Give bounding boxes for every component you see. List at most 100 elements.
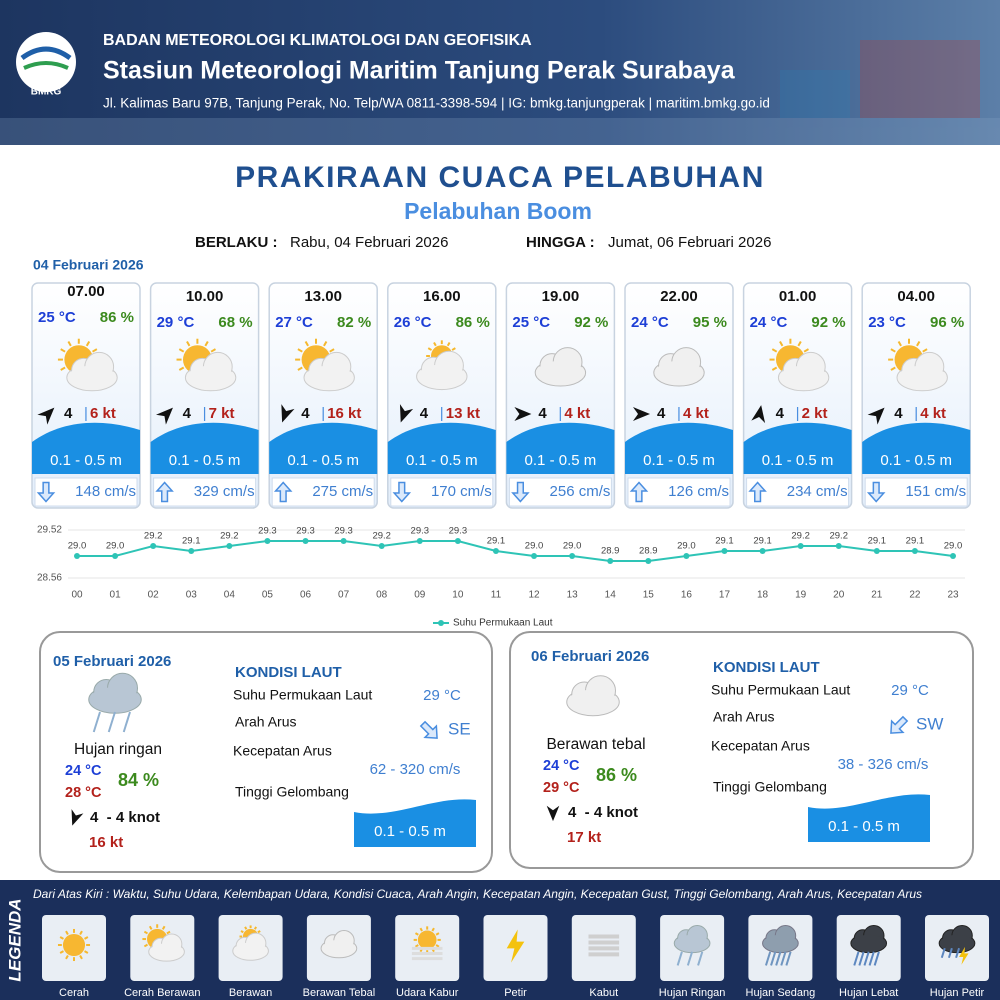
sun-ray [297, 348, 303, 353]
point [721, 548, 728, 554]
weather-icon [57, 338, 118, 392]
point [150, 543, 157, 549]
sea-temperature: 29 °C [423, 687, 461, 704]
current-direction: SW [916, 714, 943, 733]
point [188, 548, 195, 554]
wind-speed: 4 [183, 405, 192, 422]
rain-drop [764, 951, 772, 966]
separator: | [203, 405, 207, 422]
weather-icon [673, 924, 711, 966]
value-label: 29.1 [868, 536, 887, 547]
wind-speed: 4 [776, 405, 785, 422]
sun-ray [304, 341, 309, 347]
time: 16.00 [423, 288, 461, 305]
rain-drop [947, 947, 953, 959]
value-label: 29.1 [753, 536, 772, 547]
rain-drop [785, 951, 792, 966]
wave-height: 0.1 - 0.5 m [643, 452, 715, 469]
label: Suhu Permukaan Laut [233, 687, 372, 703]
point [340, 538, 347, 544]
x-tick-label: 12 [528, 590, 540, 601]
x-tick-label: 14 [605, 590, 617, 601]
wave-height: 0.1 - 0.5 m [406, 452, 478, 469]
wind-range: 4 - 4 knot [568, 804, 638, 821]
legend-item-label: Kabut [589, 987, 618, 999]
wind-speed: 4 [64, 405, 73, 422]
wind-arrow [155, 407, 173, 425]
station-name: Stasiun Meteorologi Maritim Tanjung Pera… [103, 57, 736, 85]
sun-ray [85, 341, 91, 347]
value-label: 28.9 [639, 546, 658, 557]
valid-from: Rabu, 04 Februari 2026 [290, 234, 448, 251]
page-subtitle: Pelabuhan Boom [404, 198, 592, 224]
wave-shape [862, 422, 971, 474]
sun-ray [414, 944, 419, 948]
x-tick-label: 01 [110, 590, 122, 601]
gust-speed: 7 kt [209, 405, 235, 422]
sun-ray [297, 366, 303, 371]
today-date: 04 Februari 2026 [33, 257, 144, 273]
wave-height: 0.1 - 0.5 m [828, 818, 900, 835]
legend-item-label: Udara Kabur [396, 987, 459, 999]
wind-speed: 4 [301, 405, 310, 422]
current-arrow [629, 481, 649, 503]
humidity: 86 % [456, 314, 490, 331]
sun-ray [922, 348, 928, 353]
sun-ray [210, 348, 216, 353]
x-tick-label: 17 [719, 590, 731, 601]
sun-ray [451, 347, 456, 351]
day-date: 05 Februari 2026 [53, 653, 171, 670]
wave-shape [32, 422, 140, 474]
x-tick-label: 07 [338, 590, 350, 601]
sun-ray [897, 341, 902, 347]
value-label: 29.3 [449, 526, 468, 537]
humidity: 86 % [100, 309, 134, 326]
sun-ray [414, 932, 419, 936]
air-temperature: 25 °C [512, 314, 550, 331]
cloud-part [763, 934, 798, 952]
sun-ray [178, 348, 185, 353]
humidity: 92 % [811, 314, 845, 331]
wave-height: 0.1 - 0.5 m [50, 452, 122, 469]
wind-speed: 4 [420, 405, 429, 422]
air-temperature: 24 °C [750, 314, 788, 331]
humidity: 92 % [574, 314, 608, 331]
gust-speed: 13 kt [446, 405, 480, 422]
current-box [508, 477, 612, 507]
value-label: 29.0 [944, 541, 963, 552]
sun-ray [797, 341, 802, 347]
weather-icon [938, 924, 976, 965]
legend-marker [438, 620, 444, 626]
point [950, 553, 956, 559]
cloud-part [90, 687, 140, 712]
line [77, 540, 954, 562]
rain-drop [858, 951, 865, 966]
rain-drop [868, 951, 875, 966]
sun-ray [890, 348, 896, 353]
rain-drop [122, 711, 131, 733]
x-tick-label: 22 [909, 590, 921, 601]
air-temperature: 27 °C [275, 314, 313, 331]
time: 01.00 [779, 288, 817, 305]
wind-speed: 4 [894, 405, 903, 422]
sun-ray [253, 926, 258, 930]
point [683, 553, 690, 559]
humidity: 96 % [930, 314, 964, 331]
label: Arah Arus [235, 714, 296, 730]
current-speed: 151 cm/s [905, 483, 966, 500]
point [607, 558, 614, 564]
current-box [271, 477, 375, 507]
cloud-part [568, 689, 618, 715]
rain-drop [107, 711, 116, 733]
x-tick-label: 05 [262, 590, 274, 601]
cloud-part [536, 360, 585, 385]
legend-item-label: Cerah [59, 987, 89, 999]
rain-drop [676, 951, 683, 966]
gust-speed: 16 kt [89, 834, 123, 851]
sun-ray [431, 927, 435, 932]
page-title: PRAKIRAAN CUACA PELABUHAN [235, 161, 765, 194]
legend-item-label: Petir [504, 987, 527, 999]
sun-ray [148, 925, 153, 930]
weather-icon [762, 924, 799, 966]
point [911, 548, 918, 554]
